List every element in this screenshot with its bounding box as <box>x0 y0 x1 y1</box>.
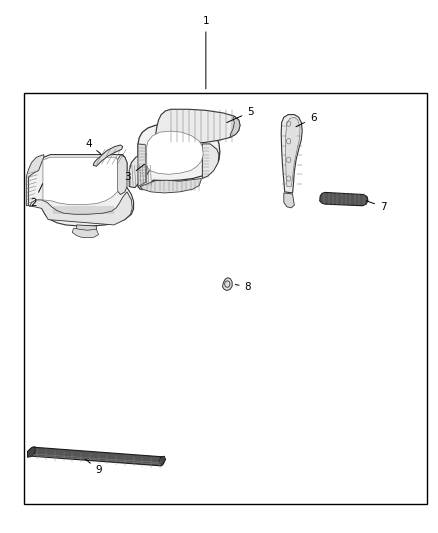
Polygon shape <box>138 144 146 187</box>
Polygon shape <box>72 228 99 238</box>
Polygon shape <box>286 117 300 187</box>
Polygon shape <box>43 157 117 205</box>
Polygon shape <box>284 193 294 208</box>
Text: 2: 2 <box>30 184 42 207</box>
Polygon shape <box>147 131 203 182</box>
Polygon shape <box>30 192 132 225</box>
Text: 8: 8 <box>235 282 251 292</box>
Text: 9: 9 <box>85 459 102 475</box>
Polygon shape <box>230 116 240 138</box>
Text: 1: 1 <box>202 17 209 89</box>
Text: 6: 6 <box>296 114 317 127</box>
Text: 3: 3 <box>124 164 145 182</box>
Bar <box>24 93 427 504</box>
Polygon shape <box>223 278 232 290</box>
Text: 5: 5 <box>227 107 254 123</box>
Polygon shape <box>155 109 240 157</box>
Polygon shape <box>26 155 44 206</box>
Polygon shape <box>77 225 96 236</box>
Polygon shape <box>93 145 123 166</box>
Polygon shape <box>138 124 220 189</box>
Polygon shape <box>28 447 164 466</box>
Polygon shape <box>28 155 134 226</box>
Polygon shape <box>159 456 166 466</box>
Text: 4: 4 <box>85 139 101 154</box>
Polygon shape <box>320 192 368 206</box>
Polygon shape <box>155 143 171 157</box>
Polygon shape <box>202 144 219 179</box>
Polygon shape <box>281 115 302 193</box>
Polygon shape <box>117 155 127 195</box>
Polygon shape <box>129 155 153 188</box>
Polygon shape <box>140 179 201 193</box>
Text: 7: 7 <box>366 201 387 212</box>
Polygon shape <box>28 447 35 457</box>
